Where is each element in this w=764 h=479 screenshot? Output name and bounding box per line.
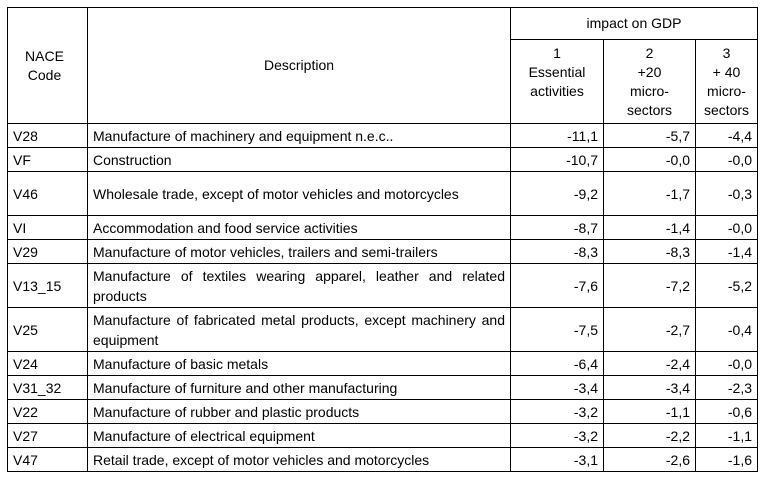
nace-code-cell: V31_32	[7, 375, 88, 400]
scenario-3-value: -0,0	[695, 351, 758, 376]
nace-code-cell: V46	[7, 171, 88, 216]
scenario-1-value: -3,1	[510, 447, 604, 472]
description-cell: Manufacture of motor vehicles, trailers …	[87, 239, 511, 264]
scenario-3-header: 3 + 40 micro-sectors	[695, 39, 758, 124]
nace-code-header: NACE Code	[7, 7, 88, 124]
table-row: V22 Manufacture of rubber and plastic pro…	[7, 399, 758, 424]
nace-code-cell: V25	[7, 307, 88, 352]
table-row: V28 Manufacture of machinery and equipmen…	[7, 123, 758, 148]
scenario-2-value: -5,7	[603, 123, 696, 148]
nace-code-cell: V22	[7, 399, 88, 424]
scenario-2-value: -3,4	[603, 375, 696, 400]
scenario-header-line: 1	[553, 44, 561, 61]
nace-code-cell: V28	[7, 123, 88, 148]
scenario-header-line: micro-	[707, 82, 746, 99]
scenario-2-value: -0,0	[603, 147, 696, 172]
nace-code-cell: V24	[7, 351, 88, 376]
scenario-3-value: -5,2	[695, 263, 758, 308]
scenario-3-value: -2,3	[695, 375, 758, 400]
scenario-1-value: -7,6	[510, 263, 604, 308]
scenario-1-value: -11,1	[510, 123, 604, 148]
table-row: VI Accommodation and food service activit…	[7, 215, 758, 240]
description-cell: Manufacture of furniture and other manuf…	[87, 375, 511, 400]
scenario-header-line: micro-	[630, 82, 669, 99]
description-cell: Manufacture of machinery and equipment n…	[87, 123, 511, 148]
nace-code-cell: V13_15	[7, 263, 88, 308]
scenario-3-value: -1,1	[695, 423, 758, 448]
table-row: V25 Manufacture of fabricated metal produ…	[7, 307, 758, 352]
scenario-header-line: +20	[637, 63, 662, 80]
scenario-1-value: -8,7	[510, 215, 604, 240]
scenario-2-value: -1,1	[603, 399, 696, 424]
scenario-2-value: -2,4	[603, 351, 696, 376]
scenario-1-value: -10,7	[510, 147, 604, 172]
nace-code-cell: VF	[7, 147, 88, 172]
description-cell: Manufacture of electrical equipment	[87, 423, 511, 448]
description-cell: Construction	[87, 147, 511, 172]
table-row: V31_32 Manufacture of furniture and other…	[7, 375, 758, 400]
description-cell: Retail trade, except of motor vehicles a…	[87, 447, 511, 472]
scenario-3-value: -0,4	[695, 307, 758, 352]
scenario-3-value: -1,6	[695, 447, 758, 472]
table-row: V46 Wholesale trade, except of motor vehi…	[7, 171, 758, 216]
scenario-3-value: -0,0	[695, 215, 758, 240]
scenario-1-value: -3,2	[510, 423, 604, 448]
scenario-2-value: -1,7	[603, 171, 696, 216]
scenario-1-value: -3,4	[510, 375, 604, 400]
nace-code-cell: V47	[7, 447, 88, 472]
scenario-2-value: -7,2	[603, 263, 696, 308]
scenario-header-line: 2	[645, 44, 654, 61]
description-cell: Manufacture of rubber and plastic produc…	[87, 399, 511, 424]
scenario-1-value: -9,2	[510, 171, 604, 216]
description-cell: Accommodation and food service activitie…	[87, 215, 511, 240]
scenario-1-value: -8,3	[510, 239, 604, 264]
scenario-2-value: -8,3	[603, 239, 696, 264]
scenario-header-line: sectors	[626, 101, 673, 118]
table-row: V29 Manufacture of motor vehicles, traile…	[7, 239, 758, 264]
nace-code-cell: V27	[7, 423, 88, 448]
nace-code-cell: VI	[7, 215, 88, 240]
table-row: V27 Manufacture of electrical equipment -3…	[7, 423, 758, 448]
description-cell: Manufacture of textiles wearing apparel,…	[87, 263, 511, 308]
scenario-1-header: 1 Essential activities	[510, 39, 604, 124]
scenario-2-value: -1,4	[603, 215, 696, 240]
description-header: Description	[87, 7, 511, 124]
table-row: V13_15 Manufacture of textiles wearing ap…	[7, 263, 758, 308]
gdp-impact-table: NACE Code Description impact on GDP 1 Ess…	[7, 7, 758, 472]
scenario-header-line: sectors	[703, 101, 750, 118]
description-cell: Manufacture of fabricated metal products…	[87, 307, 511, 352]
scenario-2-header: 2 +20 micro-sectors	[603, 39, 696, 124]
table-row: VF Construction -10,7 -0,0 -0,0	[7, 147, 758, 172]
scenario-header-line: 3	[722, 44, 731, 61]
scenario-3-value: -0,0	[695, 147, 758, 172]
table-row: V24 Manufacture of basic metals -6,4 -2,4 -0…	[7, 351, 758, 376]
description-cell: Wholesale trade, except of motor vehicle…	[87, 171, 511, 216]
scenario-1-value: -6,4	[510, 351, 604, 376]
scenario-header-line: activities	[530, 82, 584, 99]
table-row: V47 Retail trade, except of motor vehicle…	[7, 447, 758, 472]
nace-code-cell: V29	[7, 239, 88, 264]
scenario-1-value: -3,2	[510, 399, 604, 424]
scenario-3-value: -1,4	[695, 239, 758, 264]
scenario-1-value: -7,5	[510, 307, 604, 352]
scenario-2-value: -2,6	[603, 447, 696, 472]
scenario-2-value: -2,7	[603, 307, 696, 352]
scenario-3-value: -0,6	[695, 399, 758, 424]
scenario-3-value: -4,4	[695, 123, 758, 148]
scenario-header-line: + 40	[712, 63, 741, 80]
impact-on-gdp-header: impact on GDP	[510, 7, 758, 40]
scenario-2-value: -2,2	[603, 423, 696, 448]
scenario-header-line	[516, 101, 598, 120]
scenario-header-line: Essential	[528, 63, 586, 80]
scenario-3-value: -0,3	[695, 171, 758, 216]
description-cell: Manufacture of basic metals	[87, 351, 511, 376]
